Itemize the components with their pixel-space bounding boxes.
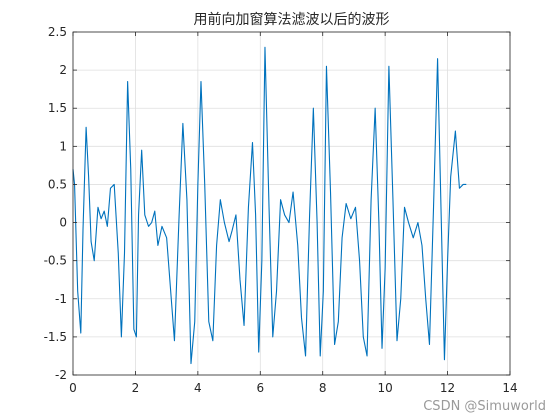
tick-labels: 0 2 4 6 8 10 12 14 -2 -1.5 -1 -0.5 0 0.5 1 1.5 2 2.5 <box>44 25 518 395</box>
y-tick-label: -0.5 <box>44 254 67 268</box>
y-tick-label: 0.5 <box>48 177 67 191</box>
x-tick-label: 2 <box>132 381 140 395</box>
series-line <box>72 46 467 365</box>
x-tick-label: 12 <box>440 381 455 395</box>
y-tick-label: 1.5 <box>48 101 67 115</box>
y-tick-label: -2 <box>55 368 67 382</box>
tick-marks <box>72 31 511 376</box>
x-tick-label: 10 <box>378 381 393 395</box>
y-tick-label: -1 <box>55 292 67 306</box>
watermark: CSDN @Simuworld <box>423 399 546 414</box>
x-tick-label: 14 <box>502 381 517 395</box>
y-tick-label: 0 <box>59 216 67 230</box>
x-tick-label: 4 <box>194 381 202 395</box>
plot-frame <box>72 31 511 376</box>
x-tick-label: 0 <box>69 381 77 395</box>
x-tick-label: 6 <box>256 381 264 395</box>
chart-title: 用前向加窗算法滤波以后的波形 <box>194 11 390 28</box>
y-tick-label: 2 <box>59 63 67 77</box>
data-layer <box>72 46 467 365</box>
y-tick-label: -1.5 <box>44 330 67 344</box>
y-tick-label: 2.5 <box>48 25 67 39</box>
y-tick-label: 1 <box>59 139 67 153</box>
x-tick-label: 8 <box>319 381 327 395</box>
